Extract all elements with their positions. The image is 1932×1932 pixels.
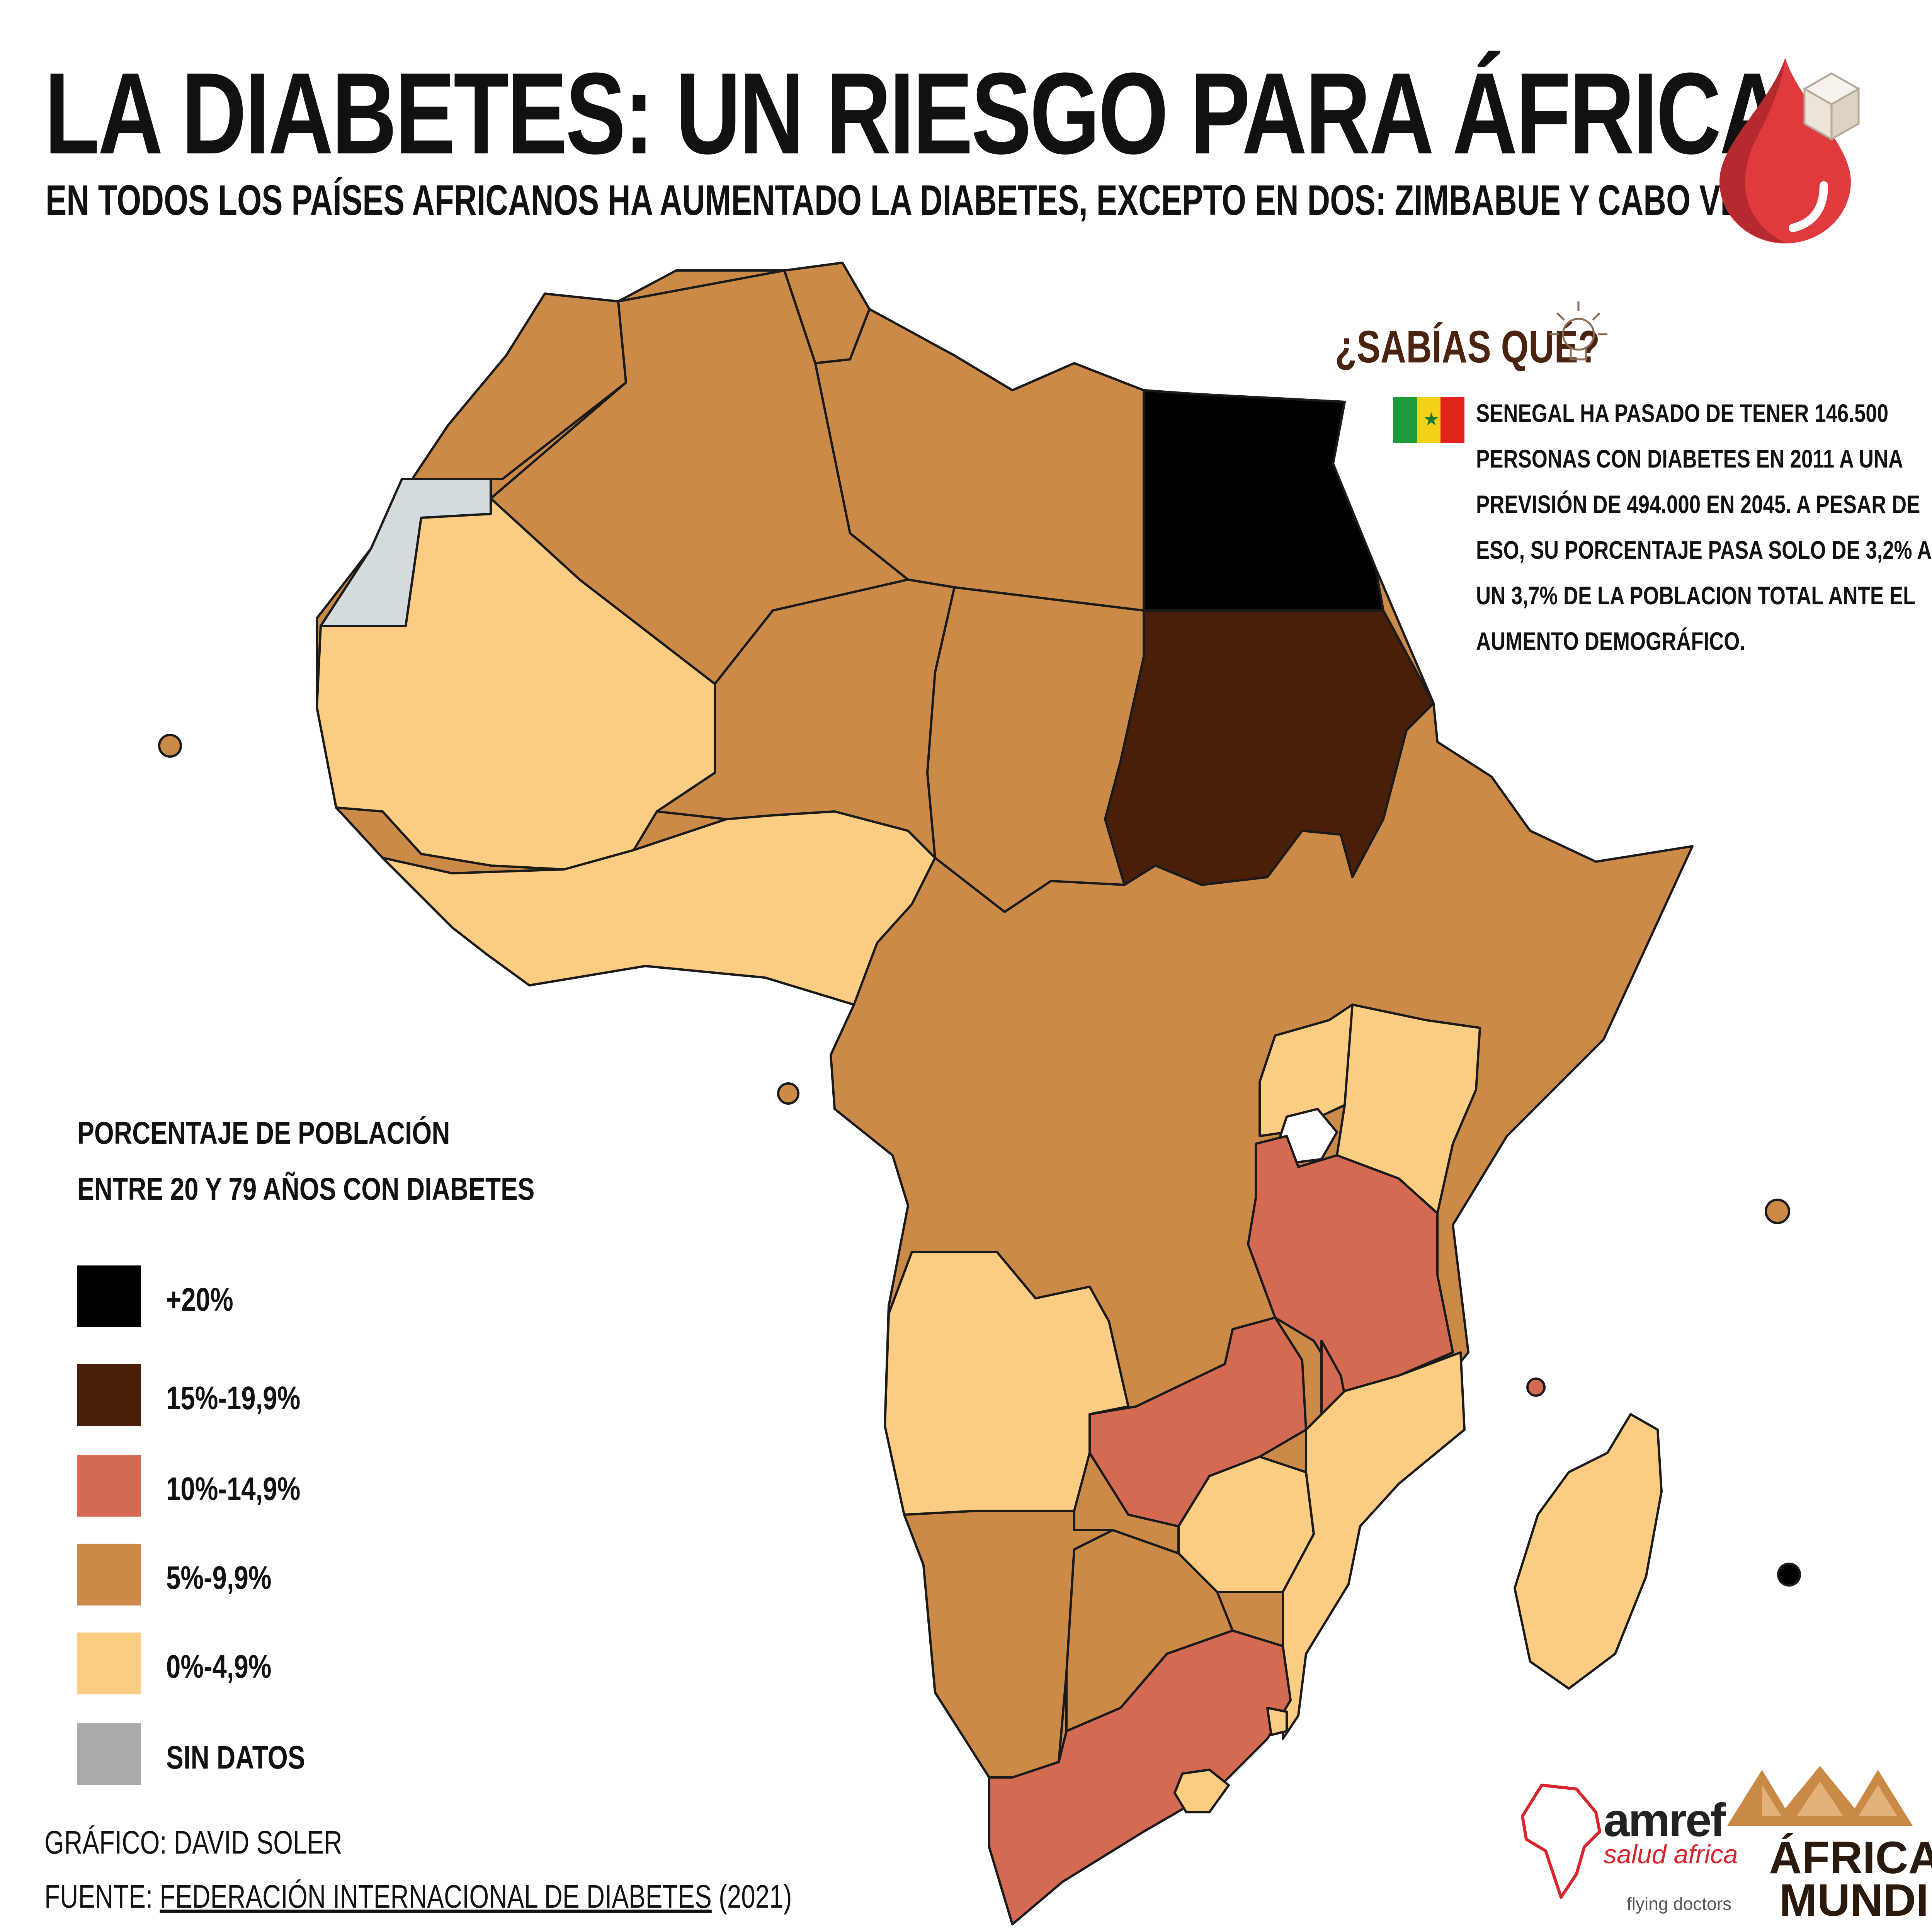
africa-mundi-logo-text: MUNDI [1779,1875,1929,1926]
map-region-mozambique [1282,1351,1466,1740]
map-region-seychelles [1765,1199,1790,1224]
map-region-south-africa [988,1629,1292,1925]
fact-line: ESO, SU PORCENTAJE PASA SOLO DE 3,2% A [1476,536,1932,564]
legend-label: 0%-4,9% [166,1648,272,1685]
legend-swatch [77,1455,141,1517]
legend-title: PORCENTAJE DE POBLACIÓN ENTRE 20 Y 79 AÑ… [77,1105,535,1217]
legend-title-line: PORCENTAJE DE POBLACIÓN [77,1116,450,1151]
legend-title-line: ENTRE 20 Y 79 AÑOS CON DIABETES [77,1172,535,1207]
map-region-libya [814,308,1145,612]
lightbulb-icon [1549,301,1607,361]
source-link[interactable]: FEDERACIÓN INTERNACIONAL DE DIABETES [160,1878,712,1915]
senegal-flag-icon: ★ [1393,397,1465,443]
source-suffix: (2021) [711,1878,792,1915]
blood-drop-sugar-icon [1719,58,1861,243]
legend-label: SIN DATOS [166,1739,305,1776]
amref-logo-text: amref [1604,1794,1726,1846]
fact-line: AUMENTO DEMOGRÁFICO. [1476,627,1746,655]
fact-heading: ¿SABÍAS QUÉ? [1335,321,1600,372]
legend-label: 10%-14,9% [166,1471,301,1507]
page-title: LA DIABETES: UN RIESGO PARA ÁFRICA [44,48,1785,178]
legend-swatch [77,1633,141,1694]
legend-label: +20% [166,1281,233,1318]
source-prefix: FUENTE: [44,1878,160,1915]
legend-swatch [77,1723,141,1785]
page-subtitle: EN TODOS LOS PAÍSES AFRICANOS HA AUMENTA… [46,177,1808,224]
fact-line: UN 3,7% DE LA POBLACION TOTAL ANTE EL [1476,581,1916,610]
legend-swatch [77,1364,141,1426]
legend-label: 5%-9,9% [166,1560,272,1596]
map-region-madagascar [1514,1413,1663,1690]
map-region-lesotho [1173,1769,1230,1813]
source-credit: FUENTE: FEDERACIÓN INTERNACIONAL DE DIAB… [44,1878,792,1915]
map-region-niger [656,578,956,859]
africa-mundi-logo-text: ÁFRICA [1769,1832,1932,1883]
map-region-sao-tome [777,1082,799,1105]
fact-line: SENEGAL HA PASADO DE TENER 146.500 [1476,399,1889,427]
map-region-comoros [1526,1378,1546,1397]
fact-line: PERSONAS CON DIABETES EN 2011 A UNA [1476,444,1903,473]
map-region-angola [884,1251,1129,1516]
map-region-egypt [1143,389,1384,612]
map-region-gulf-coast [381,810,936,1006]
map-region-cabo-verde [158,734,182,758]
map-legend: PORCENTAJE DE POBLACIÓN ENTRE 20 Y 79 AÑ… [21,1105,535,1820]
legend-swatch [77,1265,141,1327]
legend-swatch [77,1544,141,1605]
fact-line: PREVISIÓN DE 494.000 EN 2045. A PESAR DE [1476,490,1920,519]
legend-label: 15%-19,9% [166,1380,301,1416]
map-region-sudan [1104,609,1435,886]
map-region-mauritius [1777,1563,1801,1587]
amref-logo-subtext: salud africa [1604,1840,1738,1869]
map-region-tanzania [1247,1135,1454,1392]
map-region-eswatini [1266,1707,1288,1736]
graphic-credit: GRÁFICO: DAVID SOLER [44,1824,342,1861]
africa-mundi-mountains-icon [1727,1766,1913,1826]
map-region-chad [926,586,1145,913]
amref-logo-tagline: flying doctors [1627,1894,1732,1914]
fact-text: SENEGAL HA PASADO DE TENER 146.500 PERSO… [1476,390,1932,664]
amref-africa-outline-icon [1521,1784,1601,1899]
